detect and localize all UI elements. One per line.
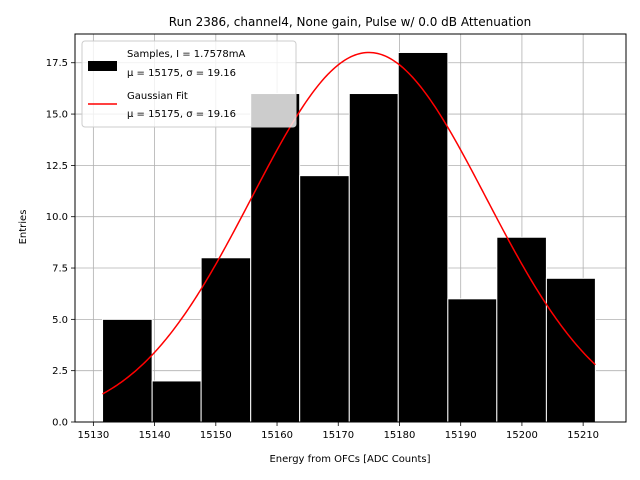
- legend-samples-swatch: [88, 61, 117, 71]
- y-tick-label: 5.0: [52, 315, 68, 326]
- histogram-bar: [447, 298, 498, 423]
- histogram-bar: [397, 51, 449, 423]
- x-axis-title: Energy from OFCs [ADC Counts]: [269, 454, 430, 465]
- x-tick-label: 15210: [567, 430, 599, 441]
- y-axis-title: Entries: [18, 210, 29, 245]
- histogram-bar: [348, 93, 399, 423]
- legend-samples-label: Samples, I = 1.7578mA: [127, 49, 245, 60]
- y-tick-label: 12.5: [46, 161, 68, 172]
- x-tick-label: 15150: [200, 430, 232, 441]
- legend-fit-stats: μ = 15175, σ = 19.16: [127, 109, 236, 120]
- legend-fit-label: Gaussian Fit: [127, 91, 188, 102]
- histogram-bars: [102, 51, 596, 423]
- x-axis-ticks: 15130 15140 15150 15160 15170 15180 15190 15200…: [77, 422, 599, 441]
- legend-box: [81, 40, 297, 128]
- gaussian-fit-curve: [102, 51, 596, 395]
- x-tick-label: 15180: [384, 430, 416, 441]
- histogram-bar: [496, 236, 547, 423]
- histogram-bar: [151, 380, 202, 423]
- histogram-bar: [102, 318, 153, 423]
- x-tick-label: 15200: [506, 430, 538, 441]
- y-tick-label: 2.5: [52, 366, 68, 377]
- gaussian-fit: [102, 51, 596, 395]
- y-tick-label: 10.0: [46, 212, 68, 223]
- x-tick-label: 15160: [261, 430, 293, 441]
- histogram-bar: [200, 257, 252, 423]
- legend-samples-stats: μ = 15175, σ = 19.16: [127, 68, 236, 79]
- x-tick-label: 15130: [77, 430, 109, 441]
- x-tick-label: 15170: [322, 430, 354, 441]
- y-tick-label: 17.5: [46, 58, 68, 69]
- legend: Samples, I = 1.7578mA μ = 15175, σ = 19.…: [81, 40, 297, 128]
- x-tick-label: 15190: [445, 430, 477, 441]
- histogram-bar: [299, 175, 350, 423]
- y-tick-label: 0.0: [52, 418, 68, 429]
- y-axis-ticks: 0.0 2.5 5.0 7.5 10.0 12.5 15.0 17.5: [46, 58, 75, 429]
- x-tick-label: 15140: [139, 430, 171, 441]
- histogram-bar: [545, 277, 596, 423]
- histogram-bar: [250, 93, 301, 423]
- y-tick-label: 15.0: [46, 110, 68, 121]
- plot-frame: [74, 33, 627, 423]
- chart-title: Run 2386, channel4, None gain, Pulse w/ …: [169, 15, 531, 29]
- y-tick-label: 7.5: [52, 264, 68, 275]
